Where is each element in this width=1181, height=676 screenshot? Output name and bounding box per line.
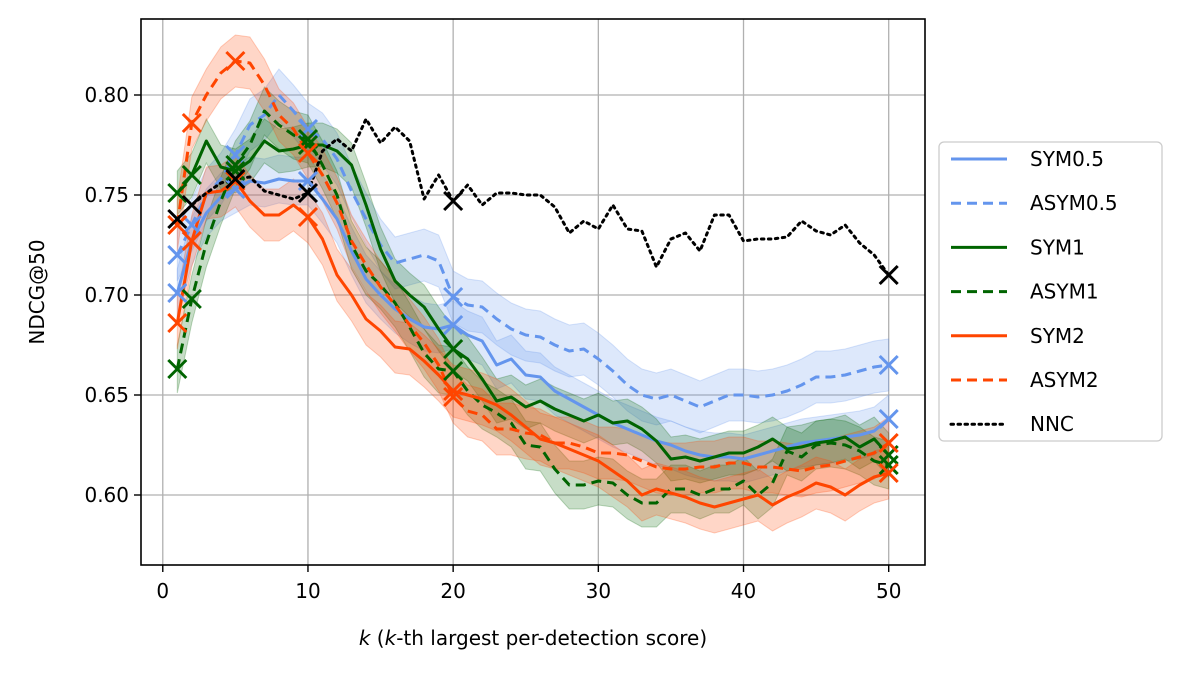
marker-SYM0.5 [878,408,899,430]
marker-SYM1 [167,182,188,204]
marker-SYM0.5 [443,314,464,336]
legend-label-SYM2: SYM2 [1030,324,1085,348]
marker-ASYM0.5 [181,214,202,236]
axis-ticks: 0 10 20 30 40 50 0.60 0.65 0.70 0.75 0.80 [84,83,901,603]
marker-ASYM2 [878,432,899,454]
line-ASYM1 [175,109,890,505]
band-ASYM0.5 [176,68,890,434]
marker-SYM2 [297,206,319,228]
marker-ASYM1 [443,360,464,382]
legend-label-ASYM0.5: ASYM0.5 [1030,191,1118,215]
y-axis-title: NDCG@50 [25,239,49,344]
line-ASYM2 [175,59,890,473]
marker-ASYM2 [443,386,464,408]
marker-ASYM2 [297,142,319,164]
marker-ASYM0.5 [443,286,464,308]
legend-label-ASYM1: ASYM1 [1030,280,1099,304]
marker-ASYM2 [225,50,246,72]
band-SYM2 [176,154,890,534]
marker-NNC [225,168,246,190]
confidence-bands [176,34,890,534]
line-SYM1 [176,139,890,463]
legend-label-SYM0.5: SYM0.5 [1030,147,1104,171]
marker-SYM1 [181,164,202,186]
x-tick-label: 50 [876,579,901,603]
marker-SYM2 [167,312,188,334]
y-tick-label: 0.60 [84,483,129,507]
y-tick-label: 0.75 [84,183,129,207]
legend: SYM0.5 ASYM0.5 SYM1 ASYM1 SYM2 ASYM2 NNC [938,141,1163,442]
series-markers [167,50,899,484]
legend-label-NNC: NNC [1030,412,1074,436]
marker-SYM2 [443,380,464,402]
band-ASYM1 [176,86,890,528]
x-tick-label: 10 [295,579,320,603]
legend-label-SYM1: SYM1 [1030,235,1085,259]
x-tick-label: 30 [586,579,611,603]
x-tick-label: 20 [440,579,465,603]
marker-NNC [443,190,464,212]
band-SYM1 [176,117,890,484]
marker-SYM1 [443,338,464,360]
legend-label-ASYM2: ASYM2 [1030,368,1099,392]
y-tick-label: 0.80 [84,83,129,107]
band-ASYM2 [176,34,890,498]
marker-NNC [878,264,899,286]
grid [141,19,925,565]
marker-SYM2 [181,230,202,252]
y-tick-label: 0.70 [84,283,129,307]
x-tick-label: 0 [156,579,169,603]
marker-ASYM1 [167,358,188,380]
marker-ASYM1 [878,454,899,476]
marker-NNC [181,194,202,216]
marker-SYM2 [878,462,899,484]
series-lines [175,59,891,509]
marker-ASYM2 [167,214,188,236]
x-axis-title: k (k-th largest per-detection score) [359,626,707,650]
marker-ASYM0.5 [878,354,899,376]
plot-frame [140,18,926,566]
legend-box [938,141,1163,442]
marker-SYM1 [297,134,319,156]
marker-ASYM1 [181,288,202,310]
marker-SYM0.5 [167,282,188,304]
x-tick-label: 40 [731,579,756,603]
marker-ASYM2 [181,112,202,134]
y-tick-label: 0.65 [84,383,129,407]
line-NNC [175,117,891,277]
line-SYM0.5 [175,177,890,461]
line-ASYM0.5 [175,93,889,409]
marker-NNC [297,182,319,204]
